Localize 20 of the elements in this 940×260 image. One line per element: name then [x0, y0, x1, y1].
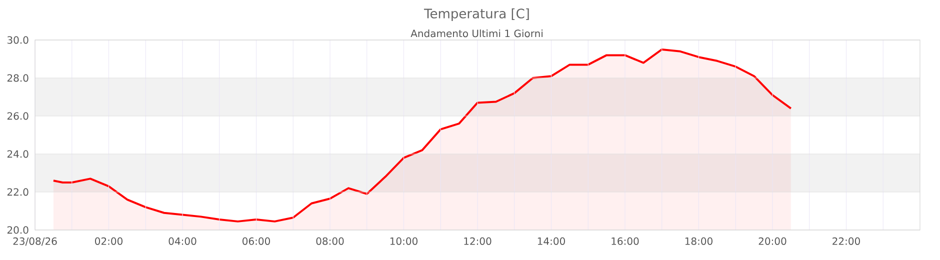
chart-subtitle: Andamento Ultimi 1 Giorni [410, 29, 542, 38]
x-tick-label: 02:00 [95, 237, 122, 245]
x-tick-label: 08:00 [316, 237, 344, 245]
y-tick-label: 22.0 [7, 188, 28, 196]
y-tick-label: 30.0 [7, 36, 28, 44]
y-tick-label: 28.0 [7, 74, 28, 82]
x-tick-label: 16:00 [612, 237, 639, 245]
x-tick-label: 18:00 [685, 237, 712, 245]
y-tick-label: 26.0 [7, 112, 28, 120]
x-tick-label: 20:00 [758, 237, 786, 245]
x-tick-label: 06:00 [242, 237, 270, 245]
y-tick-label: 20.0 [7, 226, 28, 234]
x-tick-label: 22:00 [832, 237, 860, 245]
x-tick-label: 12:00 [464, 237, 492, 245]
x-tick-label: 10:00 [390, 237, 418, 245]
y-tick-label: 24.0 [7, 150, 28, 158]
x-tick-label: 23/08/26 [13, 237, 57, 246]
chart-title: Temperatura [C] [424, 8, 529, 21]
x-tick-label: 14:00 [538, 237, 565, 245]
x-tick-label: 04:00 [168, 237, 196, 245]
